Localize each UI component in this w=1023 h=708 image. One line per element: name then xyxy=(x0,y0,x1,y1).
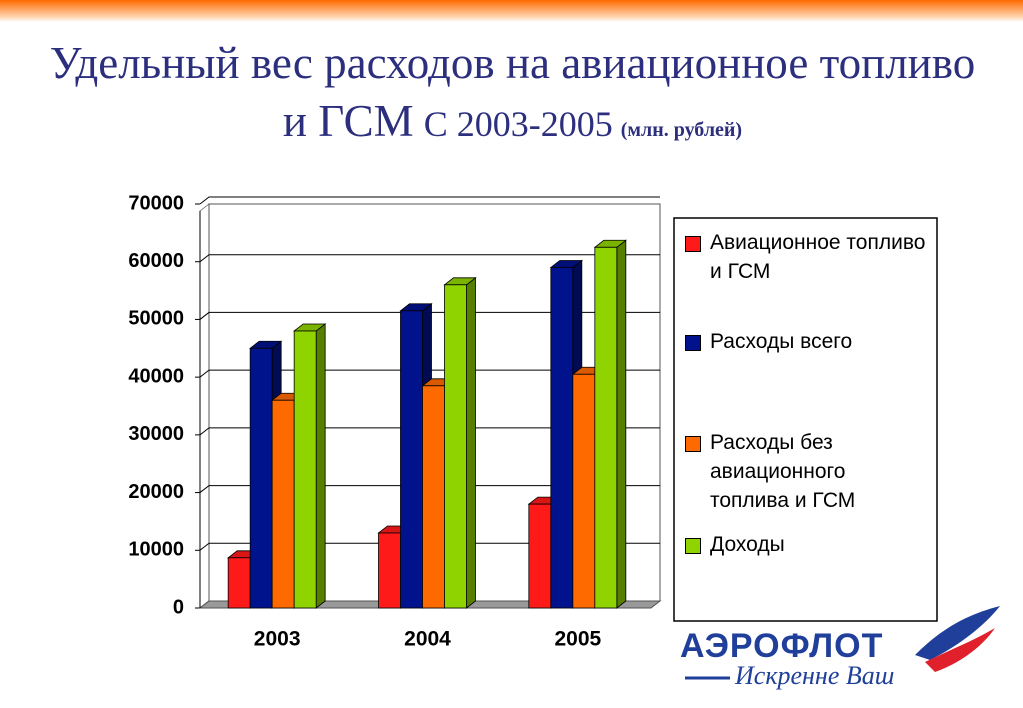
legend-swatch xyxy=(685,436,701,452)
chart-subtitle: С 2003-2005 xyxy=(423,104,613,144)
grid-line xyxy=(199,369,660,378)
grid-line xyxy=(199,254,660,263)
logo-name: АЭРОФЛОТ xyxy=(680,627,883,665)
bar-side xyxy=(315,323,326,609)
bar xyxy=(594,246,618,609)
logo-flag xyxy=(915,606,1000,660)
title-block: Удельный вес расходов на авиационное топ… xyxy=(40,34,985,159)
legend-label: Авиационное топливо и ГСМ xyxy=(710,231,926,283)
grid-line xyxy=(199,485,660,493)
logo-slogan: Искренне Ваш xyxy=(734,661,894,690)
legend-swatch xyxy=(685,236,701,252)
chart-title: Удельный вес расходов на авиационное топ… xyxy=(49,38,976,146)
y-tick-label: 20000 xyxy=(128,481,184,503)
bar xyxy=(422,385,445,609)
bar xyxy=(378,532,401,609)
bar-side xyxy=(466,276,476,609)
y-tick-label: 60000 xyxy=(128,250,184,272)
bar xyxy=(444,284,467,609)
y-tick-label: 0 xyxy=(173,596,184,618)
legend-item: Расходы всего xyxy=(685,327,930,356)
legend-label: Расходы без авиационного топлива и ГСМ xyxy=(710,431,856,512)
legend-box xyxy=(673,217,938,622)
legend-item: Авиационное топливо и ГСМ xyxy=(685,228,930,286)
bar xyxy=(227,557,251,609)
grid-line xyxy=(199,311,660,320)
bar xyxy=(271,399,295,609)
bar xyxy=(249,347,273,609)
legend-label: Доходы xyxy=(710,533,785,556)
x-tick-label: 2003 xyxy=(254,628,301,651)
x-tick-label: 2004 xyxy=(404,628,451,651)
y-tick-label: 10000 xyxy=(128,539,184,561)
grid-line xyxy=(199,427,660,436)
units: (млн. рублей) xyxy=(620,119,743,141)
legend-label: Расходы всего xyxy=(710,330,853,353)
logo-flag-red xyxy=(925,628,995,672)
bar xyxy=(528,503,552,609)
legend-item: Доходы xyxy=(685,530,930,559)
legend-swatch xyxy=(685,538,701,554)
x-tick-label: 2005 xyxy=(554,628,601,651)
top-bar xyxy=(0,0,1023,22)
bar xyxy=(572,373,596,609)
y-tick-label: 50000 xyxy=(128,308,184,330)
bar xyxy=(550,267,574,609)
y-tick-label: 40000 xyxy=(128,365,184,387)
y-tick-label: 70000 xyxy=(128,192,184,214)
bar xyxy=(293,330,317,609)
bar-side xyxy=(616,239,627,609)
grid-line xyxy=(199,542,660,551)
legend-item: Расходы без авиационного топлива и ГСМ xyxy=(685,428,930,515)
legend-swatch xyxy=(685,335,701,351)
bar xyxy=(400,310,423,609)
grid-line xyxy=(199,196,660,205)
y-tick-label: 30000 xyxy=(128,423,184,445)
